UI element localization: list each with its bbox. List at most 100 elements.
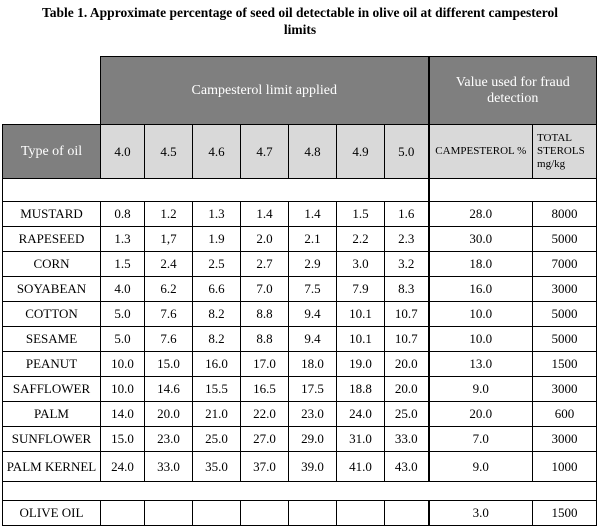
limit-value: 29.0 (288, 426, 337, 452)
table-cell (144, 500, 193, 526)
table-row: RAPESEED 1.3 1,7 1.9 2.0 2.1 2.2 2.3 30.0 5000 (2, 226, 598, 252)
limit-value: 23.0 (288, 401, 337, 427)
total-sterols-value: 7000 (532, 251, 598, 277)
limit-value: 1.5 (100, 251, 145, 277)
limit-value: 21.0 (192, 401, 241, 427)
limit-value: 15.5 (192, 376, 241, 402)
campesterol-value: 10.0 (427, 326, 534, 352)
limit-value: 23.0 (144, 426, 193, 452)
campesterol-value: 20.0 (427, 401, 534, 427)
limit-value: 8.8 (240, 326, 289, 352)
limit-header: 4.7 (240, 124, 289, 179)
limit-value: 16.5 (240, 376, 289, 402)
table-cell (100, 500, 145, 526)
limit-value: 7.6 (144, 326, 193, 352)
limit-value: 2.7 (240, 251, 289, 277)
limit-value: 8.2 (192, 326, 241, 352)
total-sterols-header: TOTAL STEROLS mg/kg (532, 124, 598, 179)
limit-value: 15.0 (100, 426, 145, 452)
olive-oil-name: OLIVE OIL (2, 500, 101, 526)
table-row: SUNFLOWER 15.0 23.0 25.0 27.0 29.0 31.0 33.0 7.0… (2, 426, 598, 452)
limit-header: 4.9 (336, 124, 385, 179)
limit-value: 1.9 (192, 226, 241, 252)
limit-value: 24.0 (336, 401, 385, 427)
limit-value: 7.9 (336, 276, 385, 302)
limit-header: 4.0 (100, 124, 145, 179)
total-sterols-value: 8000 (532, 201, 598, 227)
limit-value: 3.2 (383, 251, 430, 277)
limit-value: 5.0 (100, 326, 145, 352)
campesterol-value: 18.0 (427, 251, 534, 277)
table-cell (336, 500, 385, 526)
limit-value: 10.7 (383, 301, 430, 327)
limit-value: 7.5 (288, 276, 337, 302)
table-cell (288, 500, 337, 526)
table-title: Table 1. Approximate percentage of seed … (0, 4, 600, 38)
limit-value: 1.4 (240, 201, 289, 227)
fraud-detection-header: Value used for fraud detection (427, 56, 598, 125)
limit-value: 14.6 (144, 376, 193, 402)
limit-value: 9.4 (288, 326, 337, 352)
table-row: SESAME 5.0 7.6 8.2 8.8 9.4 10.1 10.7 10.0 5000 (2, 326, 598, 352)
limit-value: 1.4 (288, 201, 337, 227)
campesterol-limit-header: Campesterol limit applied (99, 56, 430, 125)
limit-header: 4.8 (288, 124, 337, 179)
limit-value: 10.0 (100, 351, 145, 377)
limit-value: 14.0 (100, 401, 145, 427)
limit-header: 5.0 (383, 124, 430, 179)
olive-total-sterols: 1500 (532, 500, 598, 526)
limit-value: 37.0 (240, 451, 289, 482)
oil-name: SAFFLOWER (2, 376, 101, 402)
table-row: SAFFLOWER 10.0 14.6 15.5 16.5 17.5 18.8 20.0 9.0… (2, 376, 598, 402)
table-cell (240, 500, 289, 526)
limit-header: 4.6 (192, 124, 241, 179)
limit-value: 7.6 (144, 301, 193, 327)
limit-value: 27.0 (240, 426, 289, 452)
table-cell (383, 500, 430, 526)
total-sterols-value: 3000 (532, 426, 598, 452)
spacer-row (1, 178, 429, 202)
oil-name: SESAME (2, 326, 101, 352)
seed-oil-table: Campesterol limit applied Value used for… (1, 56, 598, 526)
limit-value: 8.2 (192, 301, 241, 327)
limit-value: 1,7 (144, 226, 193, 252)
total-sterols-value: 600 (532, 401, 598, 427)
limit-value: 20.0 (383, 351, 430, 377)
limit-value: 2.4 (144, 251, 193, 277)
table-row: SOYABEAN 4.0 6.2 6.6 7.0 7.5 7.9 8.3 16.0 3000 (2, 276, 598, 302)
limit-value: 8.3 (383, 276, 430, 302)
limit-value: 2.2 (336, 226, 385, 252)
campesterol-pct-header: CAMPESTEROL % (427, 124, 534, 179)
table-row: PEANUT 10.0 15.0 16.0 17.0 18.0 19.0 20.0 13.0 15… (2, 351, 598, 377)
limit-value: 0.8 (100, 201, 145, 227)
limit-value: 16.0 (192, 351, 241, 377)
limit-value: 17.5 (288, 376, 337, 402)
oil-name: PEANUT (2, 351, 101, 377)
table-row: CORN 1.5 2.4 2.5 2.7 2.9 3.0 3.2 18.0 7000 (2, 251, 598, 277)
spacer-row (427, 178, 598, 202)
oil-name: SUNFLOWER (2, 426, 101, 452)
limit-value: 10.1 (336, 326, 385, 352)
campesterol-value: 9.0 (427, 376, 534, 402)
limit-value: 19.0 (336, 351, 385, 377)
campesterol-value: 16.0 (427, 276, 534, 302)
limit-value: 5.0 (100, 301, 145, 327)
limit-value: 9.4 (288, 301, 337, 327)
oil-name: SOYABEAN (2, 276, 101, 302)
limit-value: 6.6 (192, 276, 241, 302)
limit-value: 1.3 (100, 226, 145, 252)
limit-value: 20.0 (383, 376, 430, 402)
total-sterols-value: 1500 (532, 351, 598, 377)
limit-value: 25.0 (383, 401, 430, 427)
oil-name: COTTON (2, 301, 101, 327)
limit-value: 8.8 (240, 301, 289, 327)
limit-value: 18.0 (288, 351, 337, 377)
spacer-row (1, 481, 598, 501)
limit-value: 22.0 (240, 401, 289, 427)
total-sterols-value: 5000 (532, 301, 598, 327)
oil-name: PALM KERNEL (2, 451, 101, 482)
limit-header: 4.5 (144, 124, 193, 179)
limit-value: 17.0 (240, 351, 289, 377)
oil-name: PALM (2, 401, 101, 427)
title-line-1: Table 1. Approximate percentage of seed … (42, 5, 558, 20)
